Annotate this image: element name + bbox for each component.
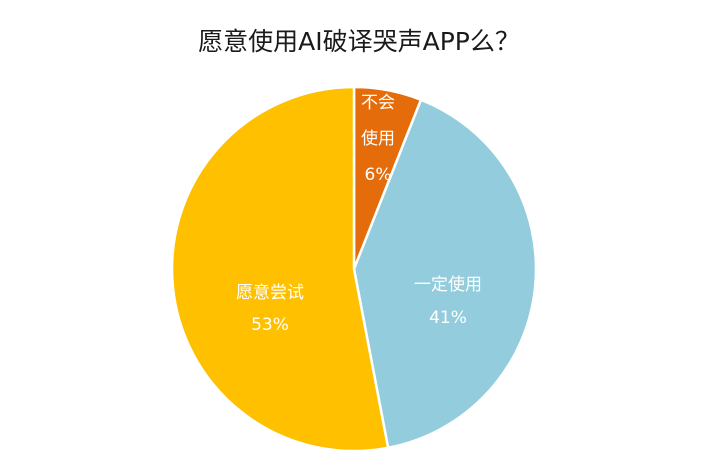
pie-slice-2 xyxy=(170,85,390,453)
slice-category-label: 使用 xyxy=(361,128,395,149)
slice-label-1: 一定使用 41% xyxy=(414,274,482,328)
slice-category-label: 不会 xyxy=(361,93,395,113)
pie-slice-1 xyxy=(352,98,538,450)
chart-title: 愿意使用AI破译哭声APP么？ xyxy=(198,27,520,56)
slice-value-label: 41% xyxy=(429,308,467,328)
slice-value-label: 6% xyxy=(365,165,392,185)
slice-value-label: 53% xyxy=(251,315,289,335)
slice-category-label: 一定使用 xyxy=(414,274,482,295)
slice-category-label: 愿意尝试 xyxy=(236,283,304,303)
slice-label-0: 不会使用 6% xyxy=(361,93,395,185)
slice-label-2: 愿意尝试 53% xyxy=(236,283,304,335)
